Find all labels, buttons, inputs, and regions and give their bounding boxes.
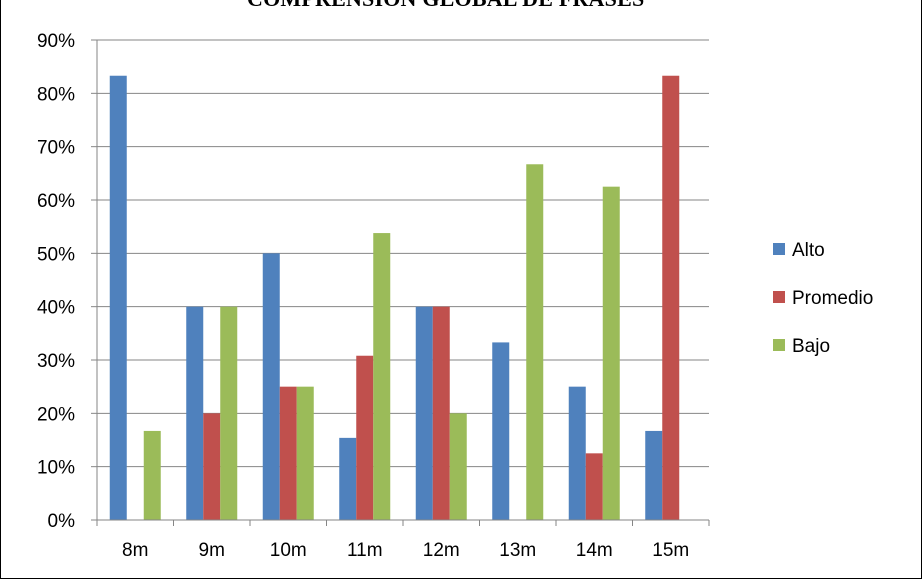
bar-alto-8m	[109, 75, 127, 520]
bar-alto-14m	[568, 386, 586, 520]
x-category-label: 14m	[576, 540, 613, 561]
bar-bajo-11m	[373, 233, 391, 521]
x-category-label: 11m	[347, 540, 383, 561]
y-tick-label: 70%	[37, 138, 75, 159]
bar-bajo-12m	[449, 413, 467, 520]
bar-bajo-13m	[526, 164, 544, 520]
legend-swatch-bajo	[773, 339, 785, 351]
y-tick-label: 20%	[37, 404, 75, 425]
bars	[109, 75, 680, 521]
x-category-label: 12m	[423, 540, 460, 561]
legend-label-alto: Alto	[792, 240, 825, 261]
x-category-label: 15m	[652, 540, 689, 561]
bar-alto-10m	[262, 253, 280, 521]
bar-alto-9m	[186, 306, 204, 520]
y-tick-label: 30%	[37, 351, 75, 372]
y-tick-label: 60%	[37, 191, 75, 212]
legend-swatch-promedio	[773, 291, 785, 303]
legend-label-bajo: Bajo	[792, 336, 830, 357]
chart-title: COMPRENSIÓN GLOBAL DE FRASES	[247, 0, 847, 12]
legend-label-promedio: Promedio	[792, 288, 873, 309]
bar-promedio-14m	[585, 453, 603, 520]
y-tick-label: 10%	[37, 458, 75, 479]
y-tick-label: 40%	[37, 298, 75, 319]
y-axis-tick-labels: 0% 10% 20% 30% 40% 50% 60% 70% 80% 90%	[37, 31, 75, 532]
bar-promedio-10m	[279, 386, 297, 520]
legend-swatch-alto	[773, 243, 785, 255]
x-category-label: 10m	[270, 540, 307, 561]
y-tick-label: 80%	[37, 84, 75, 105]
bar-bajo-8m	[143, 430, 161, 520]
bar-bajo-14m	[602, 186, 620, 520]
x-axis-category-labels: 8m 9m 10m 11m 12m 13m 14m 15m	[122, 540, 689, 561]
legend: Alto Promedio Bajo	[773, 240, 873, 357]
bar-alto-15m	[645, 430, 663, 520]
bar-alto-11m	[339, 437, 357, 520]
y-tick-label: 0%	[48, 511, 76, 532]
y-tick-label: 90%	[37, 31, 75, 52]
x-category-label: 9m	[199, 540, 225, 561]
bar-promedio-11m	[356, 355, 374, 520]
bar-promedio-15m	[662, 75, 680, 520]
axes	[91, 39, 710, 526]
y-tick-label: 50%	[37, 244, 75, 265]
bar-promedio-12m	[432, 306, 450, 520]
x-category-label: 8m	[122, 540, 148, 561]
bar-bajo-10m	[296, 386, 314, 520]
bar-alto-13m	[492, 342, 510, 520]
bar-promedio-9m	[203, 413, 221, 520]
bar-alto-12m	[415, 306, 433, 520]
bar-bajo-9m	[220, 306, 238, 520]
x-category-label: 13m	[499, 540, 536, 561]
